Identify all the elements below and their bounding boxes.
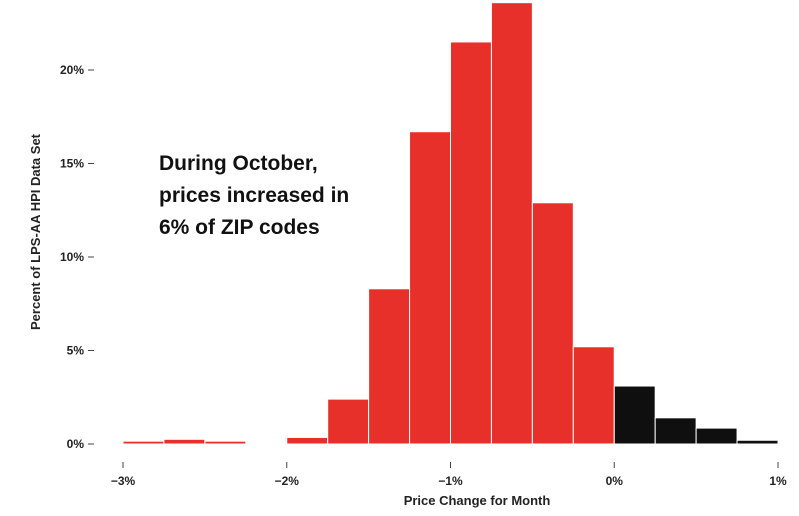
annotation-line: 6% of ZIP codes [159,216,320,239]
annotation-line: prices increased in [159,184,350,207]
histogram-bar [695,427,738,445]
histogram-bar [572,346,615,445]
x-tick-label: −1% [438,474,463,488]
histogram-bar [409,131,451,445]
y-tick-label: 20% [60,63,84,77]
histogram-bar [613,385,656,445]
histogram-bar [286,436,329,445]
x-tick-label: −2% [275,474,300,488]
x-axis: −3% −2% −1% 0% 1% [111,462,787,488]
histogram-bar [327,398,370,445]
x-axis-title: Price Change for Month [404,493,551,508]
y-tick-label: 10% [60,250,84,264]
y-axis: 0% 5% 10% 15% 20% [60,63,94,451]
annotation-line: During October, [159,152,318,175]
histogram-bar [368,288,411,445]
histogram-bar [450,41,492,445]
histogram-bar [736,439,779,445]
histogram-bar [163,438,206,445]
y-axis-title: Percent of LPS-AA HPI Data Set [28,133,43,330]
x-tick-label: −3% [111,474,136,488]
y-tick-label: 0% [67,437,85,451]
histogram-bar [654,417,697,445]
histogram-bar [122,440,165,445]
bars-group [122,2,779,445]
histogram-bar [531,202,574,445]
chart-annotation: During October, prices increased in 6% o… [159,148,349,244]
histogram-bar [204,440,247,445]
histogram-bar [490,2,533,445]
x-tick-label: 1% [769,474,787,488]
x-tick-label: 0% [606,474,624,488]
y-tick-label: 15% [60,157,84,171]
y-tick-label: 5% [67,344,85,358]
